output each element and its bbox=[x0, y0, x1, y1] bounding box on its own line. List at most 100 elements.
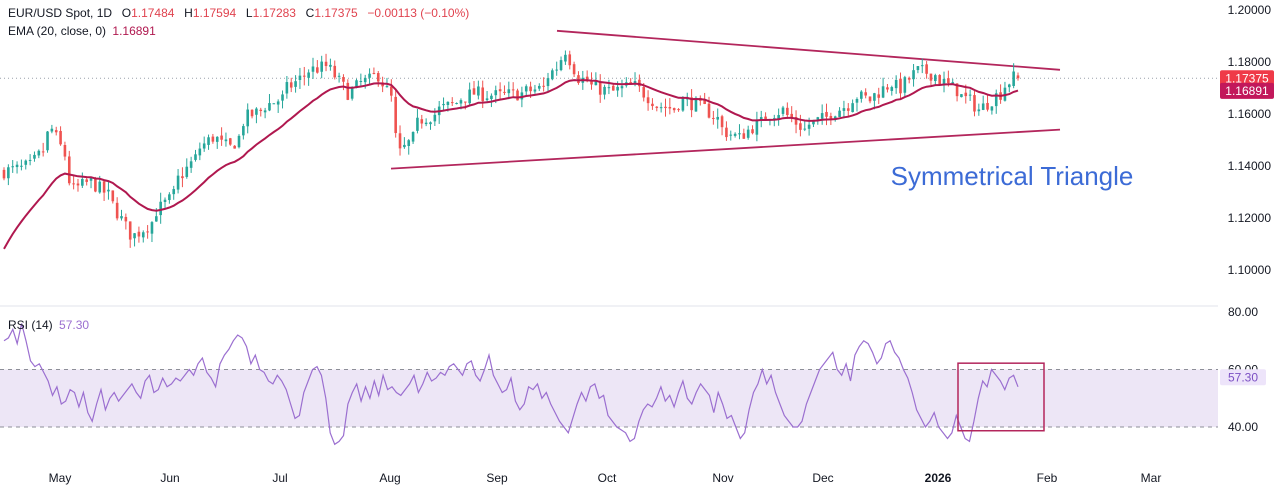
ema-price-tag-text: 1.16891 bbox=[1225, 84, 1269, 98]
low-label: L bbox=[245, 6, 253, 20]
candle-body bbox=[342, 76, 345, 82]
candle-body bbox=[24, 160, 28, 165]
candle-body bbox=[98, 181, 102, 193]
candle-body bbox=[272, 103, 276, 105]
rsi-line bbox=[3, 323, 1019, 446]
candle-body bbox=[46, 131, 49, 151]
candle-body bbox=[929, 73, 933, 81]
candle-body bbox=[11, 166, 15, 168]
open-value: 1.17484 bbox=[131, 6, 175, 20]
candle-body bbox=[524, 86, 528, 92]
candle-body bbox=[85, 179, 88, 182]
candle-body bbox=[668, 107, 672, 109]
low-value: 1.17283 bbox=[252, 6, 296, 20]
candle-body bbox=[564, 54, 567, 62]
change-value: −0.00113 (−0.10%) bbox=[367, 6, 470, 20]
symbol-label: EUR/USD Spot, 1D bbox=[8, 6, 113, 20]
candle-body bbox=[860, 91, 863, 99]
candle-body bbox=[877, 94, 881, 98]
candle-body bbox=[903, 77, 907, 93]
candle-body bbox=[559, 60, 563, 71]
candle-body bbox=[681, 98, 685, 111]
candle-body bbox=[651, 103, 654, 107]
candle-body bbox=[59, 130, 62, 145]
candle-body bbox=[54, 130, 58, 133]
candle-body bbox=[181, 176, 184, 179]
candle-body bbox=[542, 85, 545, 87]
candle-body bbox=[947, 78, 950, 83]
candle-body bbox=[855, 98, 859, 103]
x-tick-label: Oct bbox=[598, 471, 617, 485]
candle-body bbox=[464, 101, 467, 103]
grid bbox=[0, 77, 1218, 307]
candle-body bbox=[120, 216, 123, 219]
candle-body bbox=[472, 88, 476, 95]
candle-body bbox=[176, 175, 180, 190]
candle-body bbox=[37, 150, 41, 156]
ema-value: 1.16891 bbox=[112, 24, 156, 38]
candle-body bbox=[468, 89, 471, 104]
close-price-tag-box bbox=[1220, 70, 1274, 87]
x-tick-label: Dec bbox=[812, 471, 833, 485]
candle-body bbox=[137, 231, 141, 237]
candle-body bbox=[551, 70, 554, 80]
candle-body bbox=[864, 92, 867, 96]
candle-body bbox=[598, 81, 602, 95]
candle-body bbox=[759, 117, 763, 120]
candle-body bbox=[1012, 71, 1015, 86]
candle-body bbox=[820, 113, 824, 119]
triangle-lower-line bbox=[390, 128, 1061, 170]
candles bbox=[2, 50, 1020, 248]
candle-body bbox=[324, 61, 328, 67]
candle-body bbox=[94, 178, 97, 192]
candle-body bbox=[977, 109, 981, 112]
candle-body bbox=[390, 86, 393, 96]
candle-body bbox=[894, 79, 898, 89]
candle-body bbox=[424, 122, 428, 125]
price-tick-label: 1.14000 bbox=[1228, 159, 1272, 173]
candle-body bbox=[128, 221, 132, 240]
candle-body bbox=[738, 133, 741, 135]
candle-body bbox=[294, 81, 297, 87]
candle-body bbox=[833, 116, 837, 119]
candle-body bbox=[89, 178, 93, 181]
candle-body bbox=[494, 90, 498, 96]
candle-body bbox=[259, 109, 263, 112]
candle-body bbox=[41, 151, 45, 153]
candle-body bbox=[168, 194, 171, 201]
candle-body bbox=[642, 87, 646, 98]
candle-body bbox=[803, 128, 807, 130]
rsi-tick-label: 80.00 bbox=[1228, 305, 1258, 319]
candle-body bbox=[490, 95, 493, 100]
rsi-tag-box bbox=[1220, 369, 1266, 386]
candle-body bbox=[555, 69, 558, 71]
candle-body bbox=[920, 65, 924, 67]
candle-body bbox=[481, 87, 485, 102]
candle-body bbox=[816, 117, 820, 120]
ema-legend: EMA (20, close, 0) 1.16891 bbox=[8, 24, 156, 38]
rsi-tick-label: 40.00 bbox=[1228, 420, 1258, 434]
candle-body bbox=[368, 73, 371, 78]
ema-price-tag-box bbox=[1220, 82, 1274, 99]
x-tick-label: 2026 bbox=[925, 471, 952, 485]
candle-body bbox=[533, 89, 537, 92]
ema-label: EMA (20, close, 0) bbox=[8, 24, 107, 38]
candle-body bbox=[150, 222, 154, 234]
candle-body bbox=[751, 129, 754, 134]
candle-body bbox=[15, 164, 19, 168]
candle-body bbox=[276, 101, 280, 105]
candle-body bbox=[81, 178, 84, 186]
candle-body bbox=[194, 154, 197, 160]
price-tick-label: 1.20000 bbox=[1228, 3, 1272, 17]
axes: 1.20000 1.18000 1.16000 1.14000 1.12000 1.100… bbox=[49, 3, 1272, 485]
candle-body bbox=[207, 137, 210, 145]
candle-body bbox=[590, 80, 593, 85]
candle-body bbox=[968, 94, 972, 96]
candle-body bbox=[442, 103, 445, 106]
candle-body bbox=[764, 116, 767, 120]
candle-body bbox=[394, 96, 397, 134]
candle-body bbox=[616, 86, 619, 91]
candle-body bbox=[337, 75, 341, 77]
candle-body bbox=[477, 86, 480, 96]
